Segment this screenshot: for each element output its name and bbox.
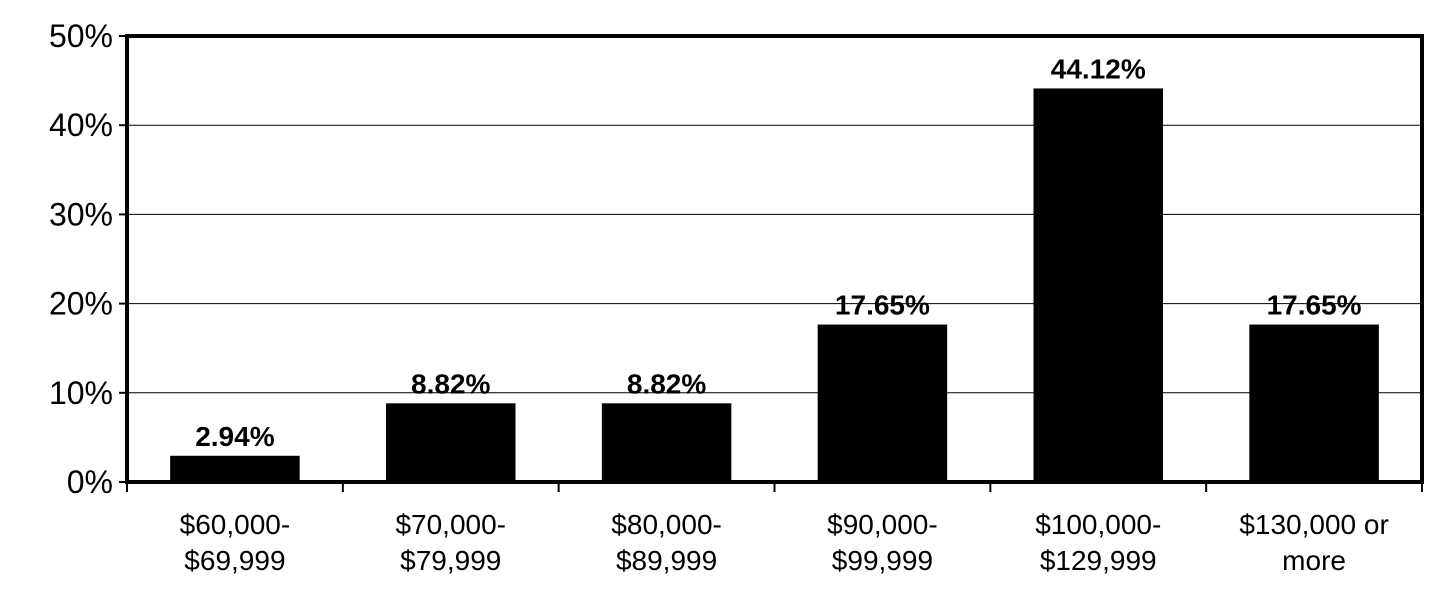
y-tick-label: 0% bbox=[67, 464, 113, 500]
bars bbox=[170, 88, 1379, 483]
data-label: 17.65% bbox=[835, 290, 930, 321]
gridlines bbox=[127, 124, 1422, 394]
bar bbox=[386, 403, 516, 482]
y-tick-label: 50% bbox=[49, 18, 113, 54]
bar bbox=[1249, 324, 1379, 482]
x-tick-label: $60,000- bbox=[180, 509, 291, 540]
x-tick-label: $90,000- bbox=[827, 509, 938, 540]
x-tick-label: $79,999 bbox=[400, 545, 501, 576]
x-tick-label: $89,999 bbox=[616, 545, 717, 576]
bar bbox=[817, 324, 948, 482]
x-tick-label: $130,000 or bbox=[1239, 509, 1388, 540]
plot-frame bbox=[125, 34, 1424, 484]
axes bbox=[119, 34, 1424, 492]
x-tick-label: $100,000- bbox=[1035, 509, 1161, 540]
bar bbox=[170, 455, 300, 482]
data-label: 2.94% bbox=[195, 421, 274, 452]
bar bbox=[1033, 88, 1163, 483]
y-tick-label: 40% bbox=[49, 107, 113, 143]
data-label: 8.82% bbox=[627, 368, 706, 399]
data-label: 44.12% bbox=[1051, 53, 1146, 84]
x-tick-label: $99,999 bbox=[832, 545, 933, 576]
x-tick-label: $80,000- bbox=[611, 509, 722, 540]
x-tick-label: $70,000- bbox=[395, 509, 506, 540]
x-tick-label: $129,999 bbox=[1040, 545, 1157, 576]
data-label: 17.65% bbox=[1267, 290, 1362, 321]
labels: 0% 10% 20% 30% 40% 50% 2.94% $60,000- $69,999 8.8… bbox=[49, 18, 1389, 576]
x-tick-label: $69,999 bbox=[184, 545, 285, 576]
y-tick-label: 10% bbox=[49, 375, 113, 411]
x-tick-label: more bbox=[1282, 545, 1346, 576]
y-tick-label: 20% bbox=[49, 286, 113, 322]
y-tick-label: 30% bbox=[49, 196, 113, 232]
data-label: 8.82% bbox=[411, 368, 490, 399]
bar bbox=[601, 403, 732, 482]
